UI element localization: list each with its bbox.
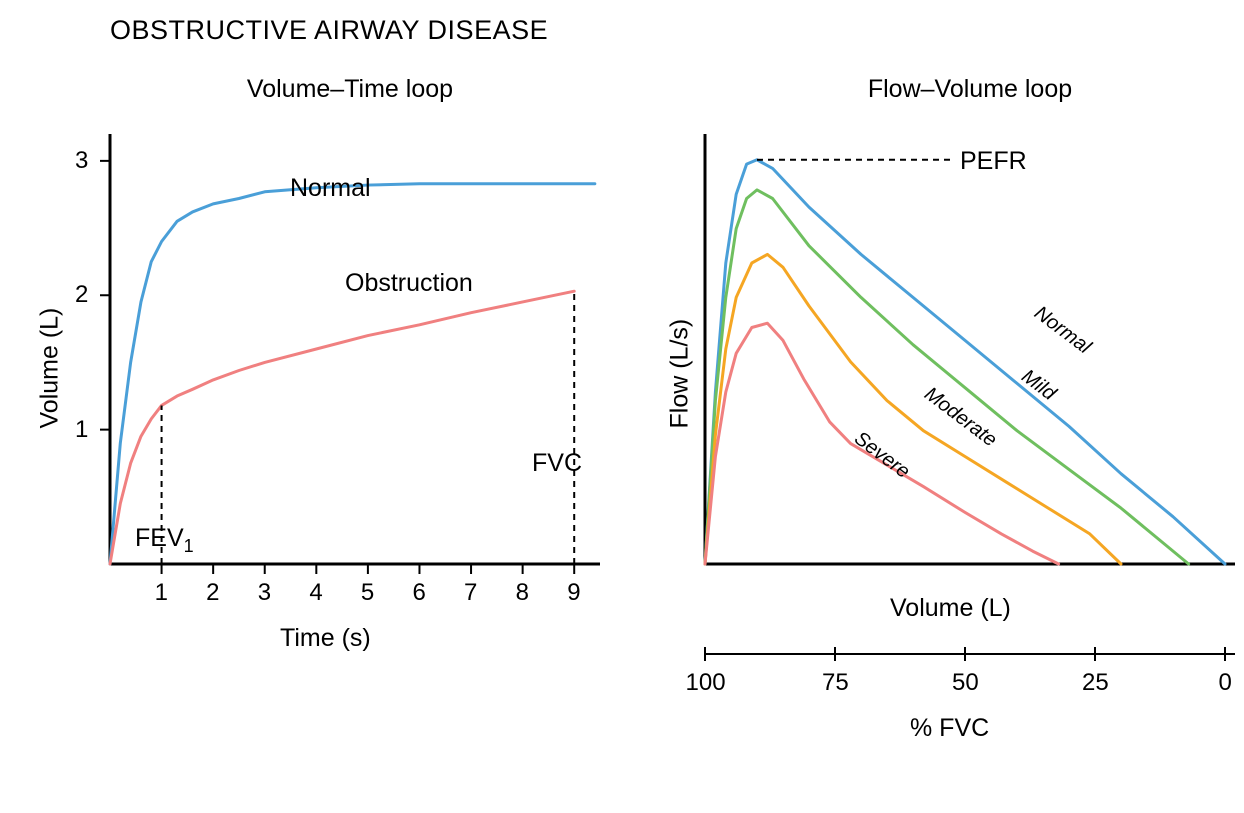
- pefr-label: PEFR: [960, 147, 1027, 176]
- x-tick: 9: [567, 579, 580, 607]
- fvc-label: FVC: [532, 449, 582, 478]
- secondary-tick: 100: [686, 669, 726, 697]
- left-chart: Volume–Time loop Volume (L) Time (s) Nor…: [20, 75, 620, 644]
- right-x-axis-label: Volume (L): [890, 594, 1011, 623]
- right-chart-svg: [695, 124, 1244, 594]
- secondary-x-axis-label: % FVC: [910, 714, 989, 743]
- right-y-axis-label: Flow (L/s): [666, 289, 695, 429]
- x-tick: 6: [412, 579, 425, 607]
- left-x-axis-label: Time (s): [280, 624, 371, 653]
- x-tick: 4: [309, 579, 322, 607]
- y-tick: 3: [75, 147, 88, 175]
- normal-curve-label: Normal: [290, 174, 371, 203]
- x-tick: 8: [516, 579, 529, 607]
- x-tick: 2: [206, 579, 219, 607]
- fev1-label: FEV1: [135, 524, 194, 557]
- main-title: OBSTRUCTIVE AIRWAY DISEASE: [110, 15, 548, 46]
- x-tick: 3: [258, 579, 271, 607]
- secondary-tick: 50: [952, 669, 979, 697]
- left-chart-title: Volume–Time loop: [80, 75, 620, 104]
- x-tick: 7: [464, 579, 477, 607]
- y-tick: 1: [75, 416, 88, 444]
- right-chart: Flow–Volume loop Flow (L/s) Volume (L) 1…: [650, 75, 1244, 744]
- right-chart-title: Flow–Volume loop: [690, 75, 1244, 104]
- y-tick: 2: [75, 281, 88, 309]
- secondary-tick: 0: [1219, 669, 1232, 697]
- secondary-tick: 25: [1082, 669, 1109, 697]
- left-y-axis-label: Volume (L): [36, 289, 65, 429]
- x-tick: 1: [155, 579, 168, 607]
- obstruction-curve-label: Obstruction: [345, 269, 473, 298]
- x-tick: 5: [361, 579, 374, 607]
- secondary-tick: 75: [822, 669, 849, 697]
